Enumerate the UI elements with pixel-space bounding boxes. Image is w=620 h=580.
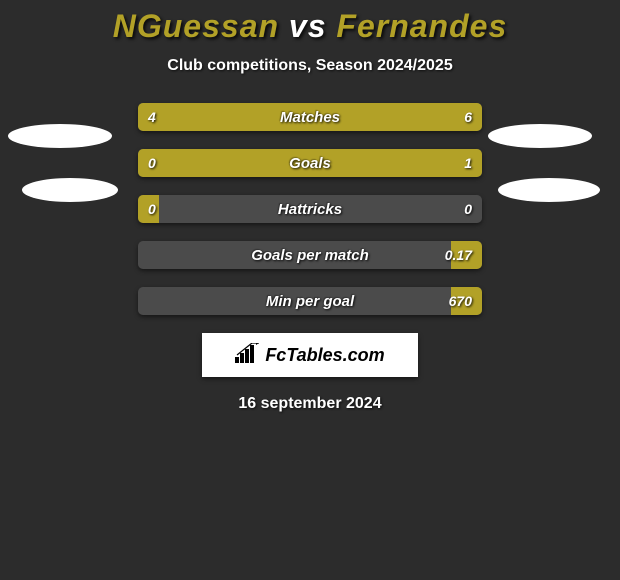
logo-box: FcTables.com xyxy=(202,333,418,377)
page-title: NGuessan vs Fernandes xyxy=(0,8,620,45)
stat-row: Goals per match0.17 xyxy=(138,241,482,269)
date-line: 16 september 2024 xyxy=(0,395,620,413)
stat-label: Goals per match xyxy=(138,241,482,269)
stat-bars: Matches46Goals01Hattricks00Goals per mat… xyxy=(138,103,482,315)
logo-inner: FcTables.com xyxy=(235,343,384,368)
player2-name: Fernandes xyxy=(336,8,507,44)
stat-value-right: 670 xyxy=(449,287,472,315)
stat-value-right: 0.17 xyxy=(445,241,472,269)
decorative-ellipse xyxy=(8,124,112,148)
stat-row: Matches4 6 xyxy=(138,103,482,131)
vs-text: vs xyxy=(289,8,327,44)
subtitle: Club competitions, Season 2024/2025 xyxy=(0,57,620,75)
stat-row: Goals0 1 xyxy=(138,149,482,177)
player1-name: NGuessan xyxy=(113,8,279,44)
stat-value-left: 0 xyxy=(148,149,156,177)
decorative-ellipse xyxy=(22,178,118,202)
stat-label: Matches xyxy=(138,103,482,131)
stat-label: Goals xyxy=(138,149,482,177)
logo-text: FcTables.com xyxy=(265,345,384,366)
stat-value-right: 0 xyxy=(464,195,472,223)
stat-label: Hattricks xyxy=(138,195,482,223)
stat-value-right: 1 xyxy=(464,149,472,177)
stat-row: Min per goal670 xyxy=(138,287,482,315)
decorative-ellipse xyxy=(488,124,592,148)
header: NGuessan vs Fernandes Club competitions,… xyxy=(0,0,620,75)
stat-label: Min per goal xyxy=(138,287,482,315)
stat-value-right: 6 xyxy=(464,103,472,131)
chart-icon xyxy=(235,343,261,368)
stat-value-left: 4 xyxy=(148,103,156,131)
stat-row: Hattricks0 0 xyxy=(138,195,482,223)
stat-value-left: 0 xyxy=(148,195,156,223)
decorative-ellipse xyxy=(498,178,600,202)
